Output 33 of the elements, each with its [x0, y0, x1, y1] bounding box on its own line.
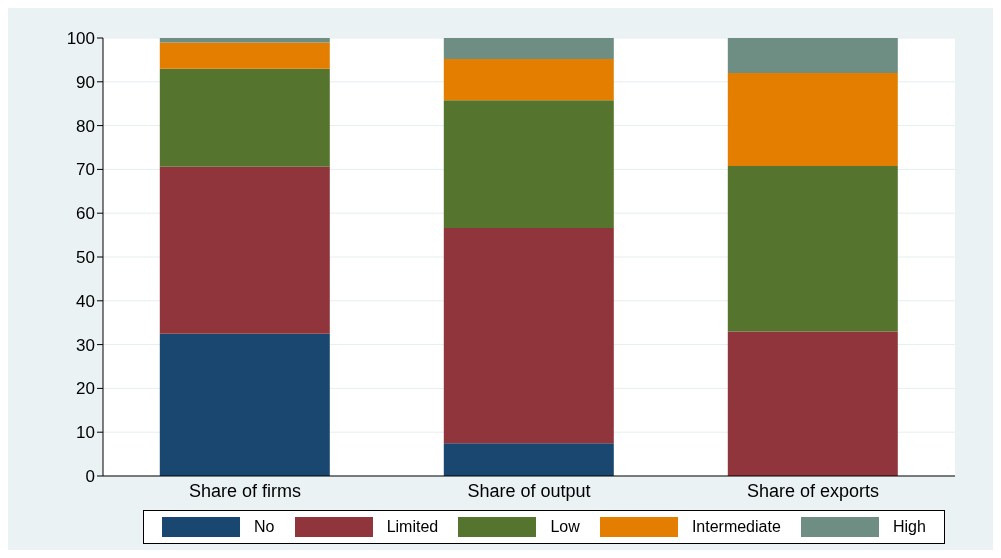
bar	[159, 42, 330, 69]
y-tick-label: 60	[76, 204, 95, 224]
y-tick-label: 10	[76, 423, 95, 443]
bar	[443, 443, 614, 476]
legend-label: Intermediate	[691, 518, 781, 536]
bar	[727, 38, 898, 74]
legend-label: Low	[550, 518, 580, 536]
x-tick-label: Share of output	[467, 480, 591, 501]
y-tick-label: 50	[76, 248, 95, 268]
bar	[159, 333, 330, 476]
bar	[727, 331, 898, 476]
y-tick-label: 0	[85, 467, 95, 487]
y-tick-label: 70	[76, 160, 95, 180]
y-tick-label: 100	[66, 29, 95, 49]
bar	[443, 59, 614, 101]
bar	[727, 73, 898, 166]
y-tick-label: 30	[76, 335, 95, 355]
bar	[159, 68, 330, 167]
bar	[159, 166, 330, 334]
bar	[159, 38, 330, 43]
legend-label: Limited	[386, 518, 439, 536]
y-tick-label: 20	[76, 379, 95, 399]
y-tick-label: 90	[76, 72, 95, 92]
x-tick-label: Share of exports	[746, 480, 880, 501]
x-tick-label: Share of firms	[188, 480, 302, 501]
legend-label: High	[892, 518, 926, 536]
legend-label: No	[254, 518, 275, 536]
y-tick-label: 40	[76, 291, 95, 311]
bar	[443, 100, 614, 229]
bar	[443, 228, 614, 444]
bar	[443, 38, 614, 60]
bar	[727, 165, 898, 332]
y-tick-label: 80	[76, 116, 95, 136]
